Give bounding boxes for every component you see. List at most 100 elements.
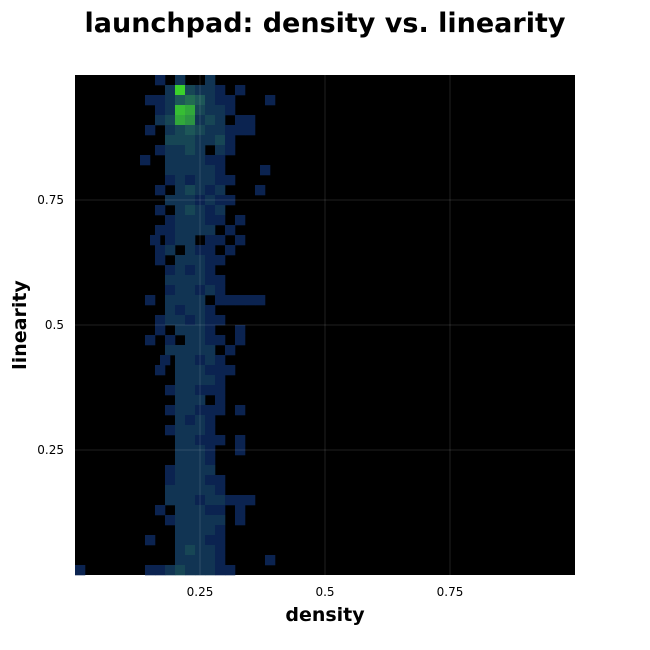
heatmap-cell bbox=[235, 405, 246, 416]
heatmap-cell bbox=[265, 555, 276, 566]
heatmap-cell bbox=[205, 185, 216, 196]
heatmap-cell bbox=[175, 235, 186, 246]
heatmap-cell bbox=[175, 145, 186, 156]
heatmap-cell bbox=[195, 325, 206, 336]
heatmap-cell bbox=[195, 415, 206, 426]
heatmap-cell bbox=[155, 365, 166, 376]
heatmap-cell bbox=[245, 115, 256, 126]
heatmap-cell bbox=[175, 375, 186, 386]
heatmap-cell bbox=[165, 565, 176, 576]
heatmap-cell bbox=[165, 485, 176, 496]
heatmap-cell bbox=[260, 165, 271, 176]
heatmap-cell bbox=[155, 505, 166, 516]
heatmap-cell bbox=[215, 555, 226, 566]
heatmap-cell bbox=[165, 115, 176, 126]
heatmap-cell bbox=[205, 505, 216, 516]
heatmap-cell bbox=[195, 245, 206, 256]
heatmap-cell bbox=[195, 255, 206, 266]
heatmap-cell bbox=[215, 195, 226, 206]
heatmap-cell bbox=[185, 95, 196, 106]
y-tick-label: 0.75 bbox=[37, 193, 64, 207]
heatmap-cell bbox=[195, 145, 206, 156]
heatmap-cell bbox=[195, 305, 206, 316]
heatmap-cell bbox=[205, 225, 216, 236]
heatmap-cell bbox=[215, 285, 226, 296]
heatmap-cell bbox=[245, 495, 256, 506]
heatmap-cell bbox=[205, 445, 216, 456]
heatmap-cell bbox=[185, 285, 196, 296]
heatmap-cell bbox=[175, 115, 186, 126]
heatmap-cell bbox=[205, 365, 216, 376]
heatmap-cell bbox=[185, 335, 196, 346]
chart-title: launchpad: density vs. linearity bbox=[84, 8, 566, 39]
heatmap-cell bbox=[215, 335, 226, 346]
heatmap-cell bbox=[185, 425, 196, 436]
heatmap-cell bbox=[195, 505, 206, 516]
heatmap-cell bbox=[145, 335, 156, 346]
heatmap-cell bbox=[205, 525, 216, 536]
heatmap-cell bbox=[185, 535, 196, 546]
x-tick-label: 0.25 bbox=[187, 585, 214, 599]
heatmap-cell bbox=[195, 225, 206, 236]
heatmap-cell bbox=[265, 95, 276, 106]
heatmap-cell bbox=[205, 275, 216, 286]
heatmap-cell bbox=[195, 155, 206, 166]
heatmap-cell bbox=[205, 405, 216, 416]
heatmap-cell bbox=[165, 225, 176, 236]
heatmap-cell bbox=[215, 205, 226, 216]
heatmap-cell bbox=[225, 105, 236, 116]
heatmap-cell bbox=[205, 435, 216, 446]
heatmap-cell bbox=[205, 555, 216, 566]
heatmap-cell bbox=[185, 455, 196, 466]
heatmap-cell bbox=[195, 185, 206, 196]
heatmap-cell bbox=[215, 535, 226, 546]
heatmap-cell bbox=[175, 85, 186, 96]
heatmap-cell bbox=[185, 205, 196, 216]
heatmap-cell bbox=[205, 485, 216, 496]
heatmap-cell bbox=[205, 515, 216, 526]
heatmap-cell bbox=[215, 275, 226, 286]
heatmap-cell bbox=[155, 185, 166, 196]
heatmap-cell bbox=[215, 175, 226, 186]
heatmap-cell bbox=[195, 165, 206, 176]
heatmap-cell bbox=[185, 255, 196, 266]
heatmap-cell bbox=[165, 515, 176, 526]
heatmap-cell bbox=[205, 75, 216, 86]
heatmap-cell bbox=[165, 195, 176, 206]
heatmap-cell bbox=[185, 435, 196, 446]
heatmap-cell bbox=[205, 355, 216, 366]
heatmap-cell bbox=[195, 395, 206, 406]
heatmap-cell bbox=[215, 145, 226, 156]
heatmap-cell bbox=[185, 375, 196, 386]
heatmap-cell bbox=[215, 255, 226, 266]
heatmap-cell bbox=[195, 475, 206, 486]
heatmap-cell bbox=[185, 405, 196, 416]
heatmap-cell bbox=[215, 185, 226, 196]
heatmap-cell bbox=[185, 545, 196, 556]
heatmap-cell bbox=[155, 245, 166, 256]
heatmap-cell bbox=[175, 405, 186, 416]
heatmap-cell bbox=[175, 175, 186, 186]
heatmap-cell bbox=[215, 405, 226, 416]
heatmap-cell bbox=[215, 545, 226, 556]
heatmap-cell bbox=[185, 135, 196, 146]
heatmap-cell bbox=[195, 285, 206, 296]
heatmap-cell bbox=[155, 115, 166, 126]
heatmap-cell bbox=[175, 355, 186, 366]
heatmap-cell bbox=[175, 205, 186, 216]
heatmap-cell bbox=[195, 295, 206, 306]
heatmap-cell bbox=[185, 225, 196, 236]
heatmap-cell bbox=[195, 95, 206, 106]
heatmap-cell bbox=[195, 515, 206, 526]
heatmap-cell bbox=[235, 125, 246, 136]
heatmap-cell bbox=[225, 365, 236, 376]
heatmap-cell bbox=[165, 265, 176, 276]
heatmap-cell bbox=[205, 95, 216, 106]
heatmap-cell bbox=[140, 155, 151, 166]
heatmap-cell bbox=[175, 285, 186, 296]
heatmap-cell bbox=[145, 565, 156, 576]
heatmap-cell bbox=[225, 495, 236, 506]
heatmap-cell bbox=[215, 315, 226, 326]
heatmap-cell bbox=[235, 335, 246, 346]
heatmap-cell bbox=[205, 125, 216, 136]
